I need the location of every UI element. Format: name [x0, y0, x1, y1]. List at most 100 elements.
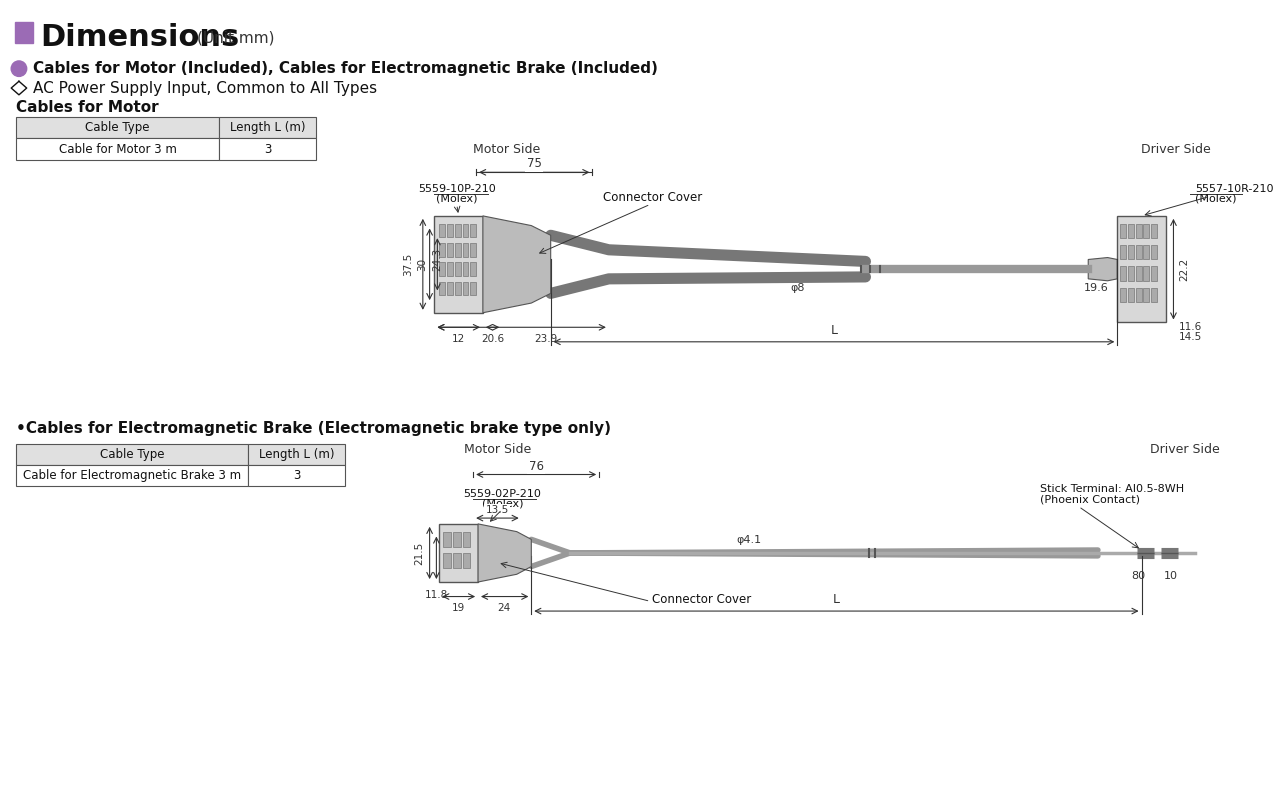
Polygon shape — [1088, 258, 1117, 281]
Polygon shape — [483, 216, 550, 312]
Bar — [443, 553, 451, 568]
Bar — [439, 524, 477, 582]
Bar — [248, 465, 346, 486]
Text: (Molex): (Molex) — [436, 193, 477, 204]
Text: (Phoenix Contact): (Phoenix Contact) — [1039, 494, 1139, 505]
Text: 23.9: 23.9 — [534, 334, 558, 344]
Text: Connector Cover: Connector Cover — [603, 192, 701, 204]
Bar — [454, 281, 461, 295]
Bar — [447, 262, 453, 276]
Text: Motor Side: Motor Side — [474, 143, 540, 156]
Text: 13.5: 13.5 — [486, 505, 509, 515]
Text: 3: 3 — [264, 142, 271, 156]
Bar — [1151, 266, 1157, 281]
Bar — [443, 532, 451, 547]
Text: Stick Terminal: AI0.5-8WH: Stick Terminal: AI0.5-8WH — [1039, 484, 1184, 494]
Text: 80: 80 — [1132, 571, 1146, 581]
Text: (Unit mm): (Unit mm) — [197, 30, 275, 45]
Bar — [462, 223, 468, 237]
Text: Connector Cover: Connector Cover — [653, 593, 751, 607]
Bar — [17, 138, 219, 160]
Text: 19.6: 19.6 — [1084, 284, 1108, 293]
Text: 21.5: 21.5 — [413, 541, 424, 564]
Text: Driver Side: Driver Side — [1151, 443, 1220, 456]
Text: 24: 24 — [498, 603, 511, 613]
Text: 11.6: 11.6 — [1179, 322, 1202, 332]
Text: (Molex): (Molex) — [481, 498, 524, 509]
Text: Cables for Motor: Cables for Motor — [17, 100, 159, 115]
Text: φ8: φ8 — [791, 284, 805, 293]
Bar — [1135, 245, 1142, 259]
Text: 22.2: 22.2 — [1179, 258, 1189, 281]
Text: L: L — [833, 593, 840, 607]
Text: 24.3: 24.3 — [433, 248, 443, 271]
Text: Cable for Electromagnetic Brake 3 m: Cable for Electromagnetic Brake 3 m — [23, 469, 242, 482]
Text: (Molex): (Molex) — [1194, 193, 1236, 204]
Text: 20.6: 20.6 — [481, 334, 504, 344]
Bar — [1117, 216, 1166, 323]
Bar — [1128, 288, 1134, 302]
Bar — [462, 262, 468, 276]
Text: 5559-10P-210: 5559-10P-210 — [417, 184, 495, 194]
Bar — [447, 223, 453, 237]
Text: 76: 76 — [529, 460, 544, 472]
Bar — [447, 243, 453, 257]
Text: φ4.1: φ4.1 — [737, 535, 762, 545]
Bar — [462, 281, 468, 295]
Bar — [1128, 266, 1134, 281]
Circle shape — [12, 61, 27, 76]
Text: 19: 19 — [452, 603, 466, 613]
Text: Length L (m): Length L (m) — [259, 448, 334, 460]
Text: Cables for Motor (Included), Cables for Electromagnetic Brake (Included): Cables for Motor (Included), Cables for … — [32, 61, 658, 76]
Text: 37.5: 37.5 — [403, 253, 413, 276]
Bar — [1135, 288, 1142, 302]
Bar — [1120, 245, 1126, 259]
Bar — [1143, 223, 1149, 238]
Bar — [1143, 288, 1149, 302]
Bar — [1151, 288, 1157, 302]
Text: 30: 30 — [417, 258, 426, 271]
Bar — [1135, 266, 1142, 281]
Bar — [439, 223, 445, 237]
Text: 3: 3 — [293, 469, 301, 482]
Bar — [434, 216, 483, 312]
Polygon shape — [477, 524, 531, 582]
Bar — [219, 138, 316, 160]
Bar — [453, 532, 461, 547]
Bar — [439, 262, 445, 276]
Text: Cable for Motor 3 m: Cable for Motor 3 m — [59, 142, 177, 156]
Text: 10: 10 — [1164, 571, 1178, 581]
Text: 14.5: 14.5 — [1179, 332, 1202, 342]
Text: Motor Side: Motor Side — [463, 443, 531, 456]
Bar — [470, 243, 476, 257]
Bar — [453, 553, 461, 568]
Bar — [454, 223, 461, 237]
Bar — [1143, 266, 1149, 281]
Text: Cable Type: Cable Type — [100, 448, 165, 460]
Bar — [1151, 223, 1157, 238]
Text: Dimensions: Dimensions — [40, 23, 239, 52]
Text: L: L — [831, 324, 837, 337]
Bar — [462, 532, 470, 547]
Text: Driver Side: Driver Side — [1140, 143, 1211, 156]
Bar — [1120, 266, 1126, 281]
Text: 75: 75 — [527, 157, 541, 170]
Bar — [1151, 245, 1157, 259]
Bar — [17, 444, 248, 465]
Text: AC Power Supply Input, Common to All Types: AC Power Supply Input, Common to All Typ… — [32, 80, 376, 95]
Bar — [470, 223, 476, 237]
Bar — [17, 465, 248, 486]
Text: 11.8: 11.8 — [425, 590, 448, 599]
Bar — [1135, 223, 1142, 238]
Bar — [439, 281, 445, 295]
Bar — [219, 117, 316, 138]
Text: 12: 12 — [452, 334, 466, 344]
Text: •Cables for Electromagnetic Brake (Electromagnetic brake type only): •Cables for Electromagnetic Brake (Elect… — [17, 421, 611, 436]
Bar — [470, 262, 476, 276]
Bar — [462, 243, 468, 257]
Bar — [1128, 245, 1134, 259]
Bar — [248, 444, 346, 465]
Text: Cable Type: Cable Type — [86, 122, 150, 134]
Bar — [1128, 223, 1134, 238]
Bar — [15, 22, 32, 44]
